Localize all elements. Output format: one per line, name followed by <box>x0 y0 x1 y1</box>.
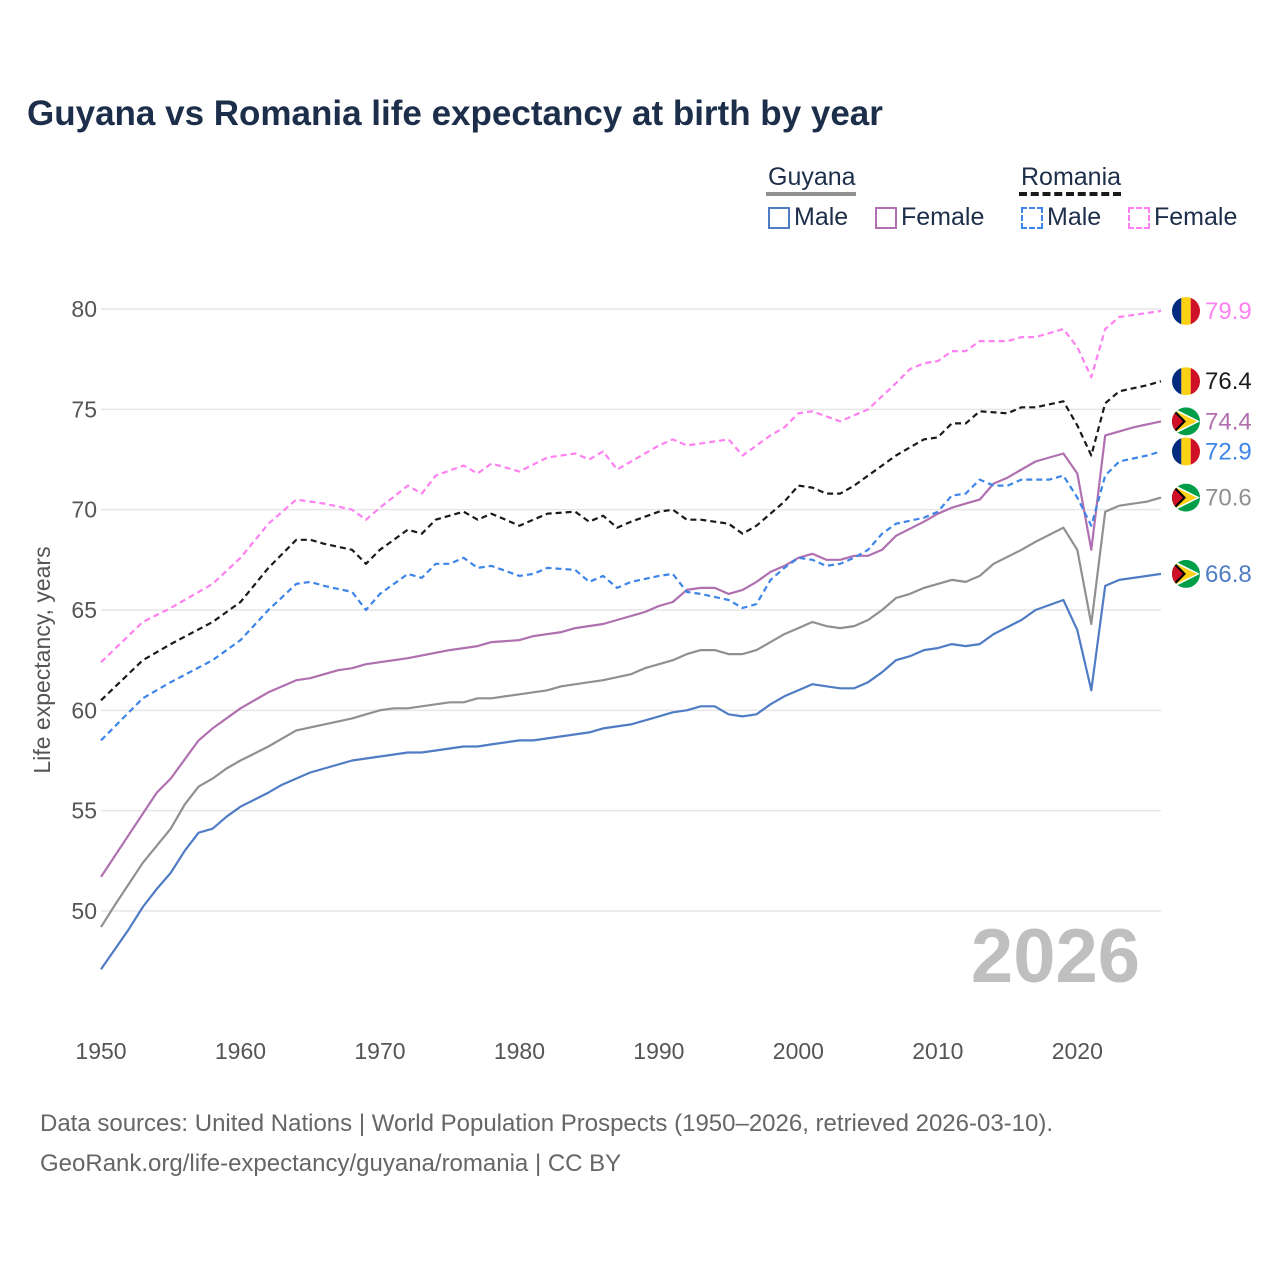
series-guyana-male <box>100 572 1162 970</box>
legend-label: Male <box>1047 203 1102 231</box>
y-axis-label: Life expectancy, years <box>29 546 55 773</box>
series-guyana-female <box>100 420 1162 878</box>
y-tick-label: 55 <box>71 798 97 824</box>
x-tick-label: 2000 <box>773 1038 824 1064</box>
x-tick-label: 1970 <box>354 1038 405 1064</box>
y-tick-label: 65 <box>71 597 97 623</box>
legend-guyana-female[interactable]: Female <box>875 203 984 232</box>
source-line-2[interactable]: GeoRank.org/life-expectancy/guyana/roman… <box>40 1150 622 1177</box>
end-value-label: 74.4 <box>1205 408 1252 435</box>
legend-guyana-male[interactable]: Male <box>768 203 848 232</box>
legend-romania-female[interactable]: Female <box>1128 203 1237 232</box>
grid-lines <box>101 308 1161 912</box>
romania-flag-icon <box>1172 297 1200 326</box>
y-tick-label: 75 <box>71 396 97 422</box>
end-value-label: 70.6 <box>1205 485 1252 512</box>
end-value-label: 72.9 <box>1205 438 1252 465</box>
series-guyana-total <box>100 496 1162 928</box>
guyana-flag-icon <box>1172 407 1200 436</box>
legend-guyana-title: Guyana <box>768 163 856 191</box>
legend-swatch <box>875 206 897 229</box>
line-chart: 50 55 60 65 70 75 80 1950 1960 1970 1980 1990 2000 2… <box>29 296 1252 1064</box>
y-tick-label: 60 <box>71 697 97 723</box>
x-tick-label: 1960 <box>215 1038 266 1064</box>
end-value-label: 79.9 <box>1205 298 1252 325</box>
legend-romania-line <box>1019 192 1121 196</box>
x-tick-label: 2020 <box>1052 1038 1103 1064</box>
y-tick-label: 50 <box>71 898 97 924</box>
legend-romania-male[interactable]: Male <box>1021 203 1101 232</box>
series-romania-male <box>100 450 1162 742</box>
guyana-flag-icon <box>1172 483 1200 512</box>
legend-swatch <box>768 206 790 229</box>
legend-guyana-line <box>766 192 856 196</box>
chart-title: Guyana vs Romania life expectancy at bir… <box>27 94 883 133</box>
year-watermark: 2026 <box>971 914 1140 999</box>
x-tick-label: 1990 <box>633 1038 684 1064</box>
romania-flag-icon <box>1172 367 1200 396</box>
series-romania-total <box>100 380 1162 702</box>
legend-swatch <box>1128 206 1150 229</box>
end-value-label: 66.8 <box>1205 561 1252 588</box>
source-line-1: Data sources: United Nations | World Pop… <box>40 1110 1054 1137</box>
end-value-label: 76.4 <box>1205 368 1252 395</box>
y-tick-label: 70 <box>71 497 97 523</box>
legend-swatch <box>1021 206 1043 229</box>
end-labels: 79.9 76.4 74.4 72.9 70.6 66.8 <box>1172 297 1252 588</box>
source-note: Data sources: United Nations | World Pop… <box>40 1104 1053 1184</box>
x-tick-label: 1980 <box>494 1038 545 1064</box>
romania-flag-icon <box>1172 437 1200 466</box>
y-tick-label: 80 <box>71 296 97 322</box>
legend-romania-title: Romania <box>1021 163 1122 191</box>
legend-label: Female <box>1154 203 1238 231</box>
legend-label: Female <box>901 203 985 231</box>
series-lines <box>100 309 1162 970</box>
y-axis-ticks: 50 55 60 65 70 75 80 <box>71 296 97 924</box>
guyana-flag-icon <box>1172 559 1200 588</box>
x-tick-label: 1950 <box>75 1038 126 1064</box>
x-axis-ticks: 1950 1960 1970 1980 1990 2000 2010 2020 <box>75 1038 1102 1064</box>
legend-label: Male <box>794 203 849 231</box>
x-tick-label: 2010 <box>912 1038 963 1064</box>
